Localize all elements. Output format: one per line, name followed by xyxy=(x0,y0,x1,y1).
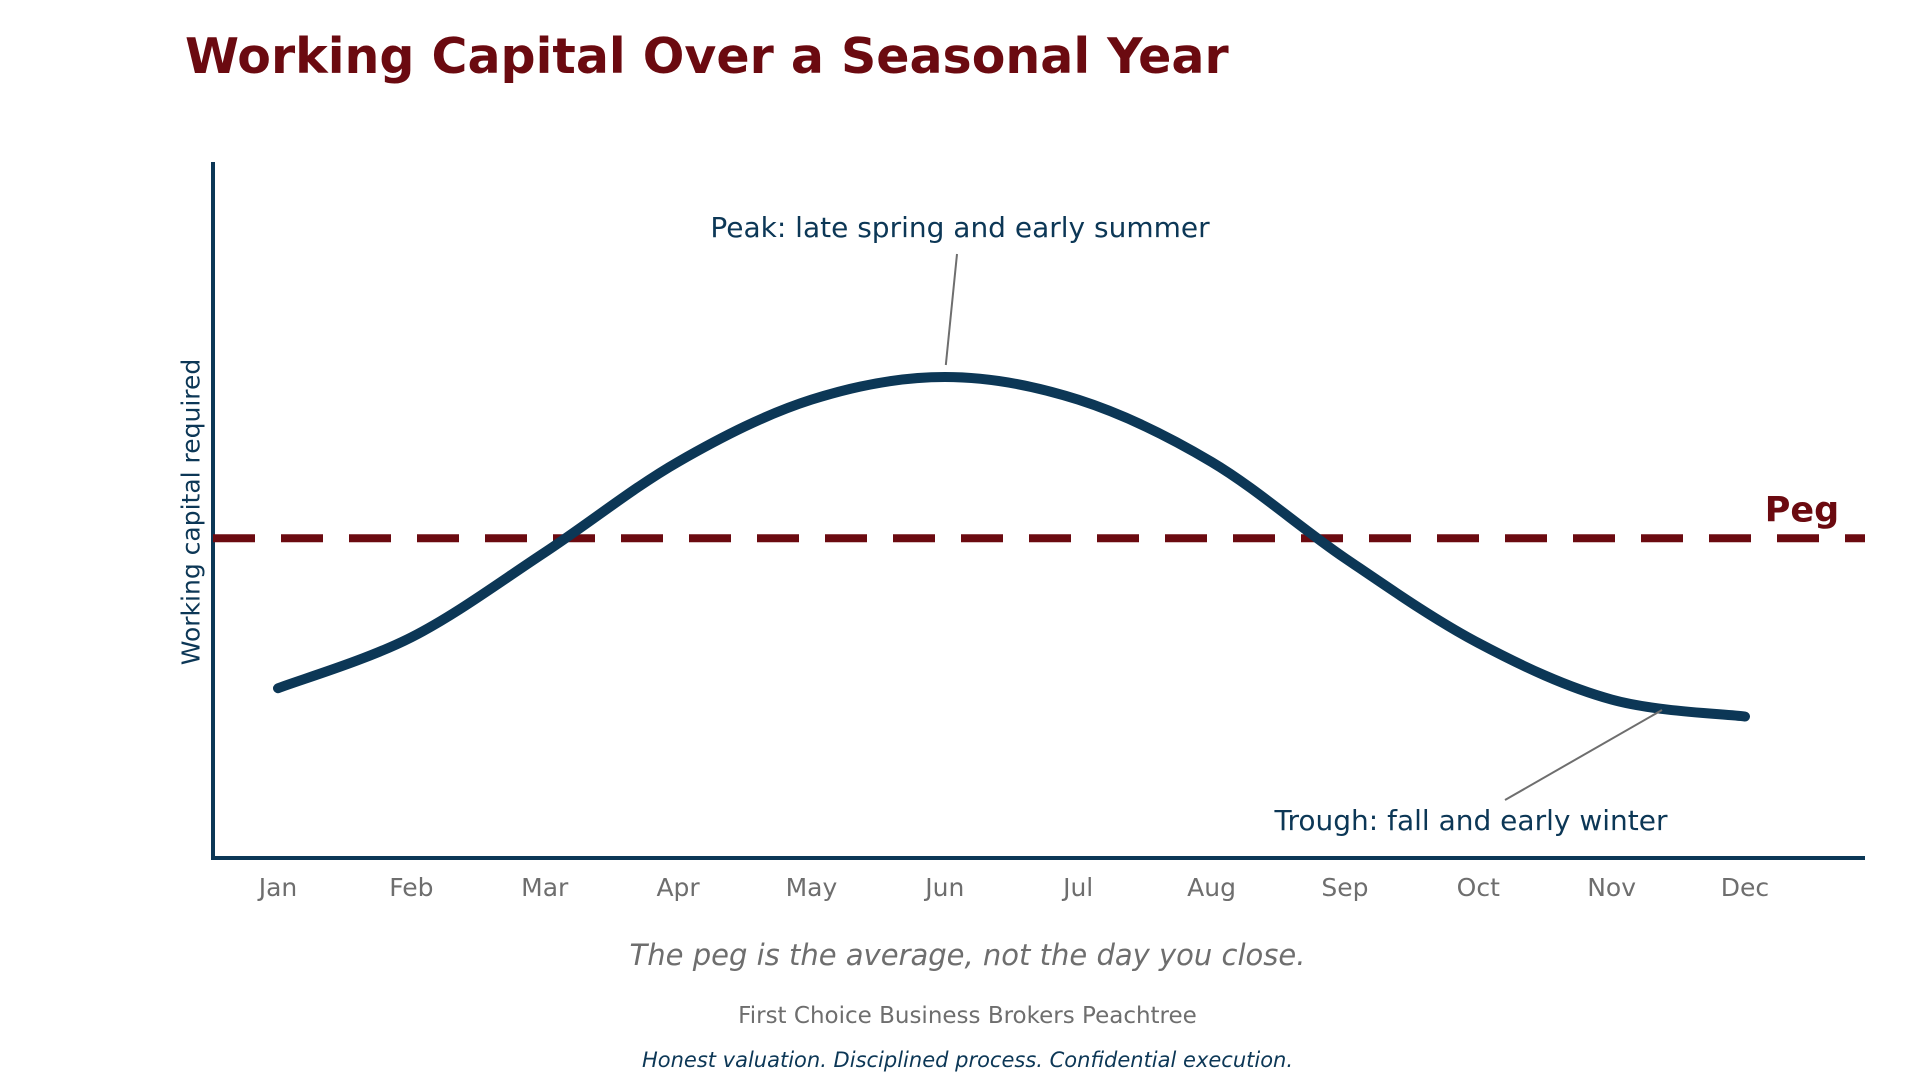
trough-leader-line xyxy=(1504,709,1663,801)
peak-leader-line xyxy=(944,253,958,366)
brand-tagline: Honest valuation. Disciplined process. C… xyxy=(641,1048,1294,1072)
x-tick-label: Jan xyxy=(257,873,298,902)
series-line xyxy=(273,372,1750,722)
brand-name: First Choice Business Brokers Peachtree xyxy=(738,1003,1197,1029)
x-tick-label: Feb xyxy=(389,873,433,902)
x-tick-label: Sep xyxy=(1321,873,1368,902)
chart-caption: The peg is the average, not the day you … xyxy=(629,938,1306,972)
x-tick-label: Aug xyxy=(1187,873,1236,902)
x-tick-label: Jun xyxy=(923,873,964,902)
peg-label: Peg xyxy=(1765,490,1839,530)
x-tick-label: May xyxy=(786,873,838,902)
peak-annotation: Peak: late spring and early summer xyxy=(710,211,1210,244)
x-tick-label: Nov xyxy=(1587,873,1636,902)
x-tick-label: Apr xyxy=(656,873,700,902)
x-tick-label: Dec xyxy=(1721,873,1769,902)
x-tick-label: Oct xyxy=(1457,873,1500,902)
trough-annotation: Trough: fall and early winter xyxy=(1274,804,1668,837)
chart-title: Working Capital Over a Seasonal Year xyxy=(185,28,1229,85)
x-tick-label: Jul xyxy=(1061,873,1093,902)
x-tick-label: Mar xyxy=(521,873,569,902)
